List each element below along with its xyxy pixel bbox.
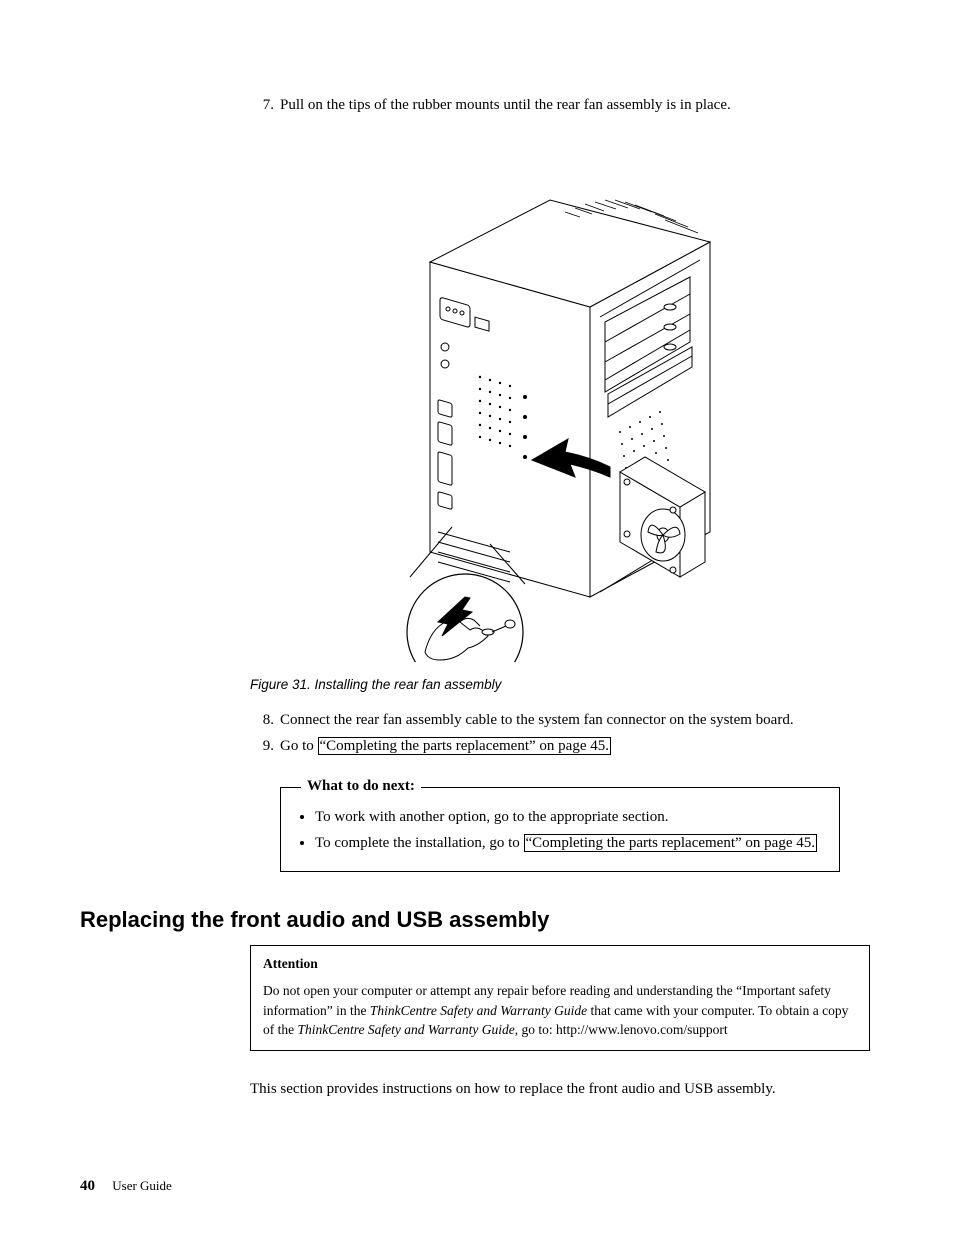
section-heading: Replacing the front audio and USB assemb…: [80, 907, 874, 933]
step-9: 9. Go to “Completing the parts replaceme…: [250, 736, 870, 758]
figure-caption: Figure 31. Installing the rear fan assem…: [250, 677, 870, 692]
step-number: 9.: [250, 736, 280, 758]
section-intro-paragraph: This section provides instructions on ho…: [250, 1079, 870, 1101]
attention-label: Attention: [263, 954, 857, 974]
step-number: 8.: [250, 710, 280, 732]
xref-link[interactable]: “Completing the parts replacement” on pa…: [524, 834, 817, 852]
figure-31: [250, 132, 870, 667]
step-text: Go to “Completing the parts replacement”…: [280, 736, 870, 758]
doc-title: User Guide: [112, 1178, 172, 1193]
step-text: Connect the rear fan assembly cable to t…: [280, 710, 870, 732]
page: 7. Pull on the tips of the rubber mounts…: [0, 0, 954, 1235]
whatnext-legend: What to do next:: [301, 778, 421, 795]
attention-italic: ThinkCentre Safety and Warranty Guide: [298, 1022, 515, 1037]
figure-illustration: [370, 132, 750, 667]
step-7: 7. Pull on the tips of the rubber mounts…: [250, 95, 870, 117]
step-text: Pull on the tips of the rubber mounts un…: [280, 95, 870, 117]
whatnext-item: To work with another option, go to the a…: [315, 806, 823, 829]
attention-text: Do not open your computer or attempt any…: [263, 981, 857, 1040]
attention-italic: ThinkCentre Safety and Warranty Guide: [370, 1003, 587, 1018]
attention-box: Attention Do not open your computer or a…: [250, 945, 870, 1051]
step-8: 8. Connect the rear fan assembly cable t…: [250, 710, 870, 732]
whatnext-list: To work with another option, go to the a…: [297, 806, 823, 855]
step-list: 7. Pull on the tips of the rubber mounts…: [250, 95, 870, 872]
page-footer: 40 User Guide: [80, 1178, 172, 1195]
attention-part: , go to: http://www.lenovo.com/support: [515, 1022, 728, 1037]
step-number: 7.: [250, 95, 280, 117]
whatnext-item: To complete the installation, go to “Com…: [315, 832, 823, 855]
whatnext-prefix: To complete the installation, go to: [315, 835, 524, 851]
xref-link[interactable]: “Completing the parts replacement” on pa…: [318, 737, 611, 755]
step-prefix: Go to: [280, 738, 318, 754]
page-number: 40: [80, 1178, 95, 1194]
what-to-do-next-box: What to do next: To work with another op…: [280, 787, 840, 872]
